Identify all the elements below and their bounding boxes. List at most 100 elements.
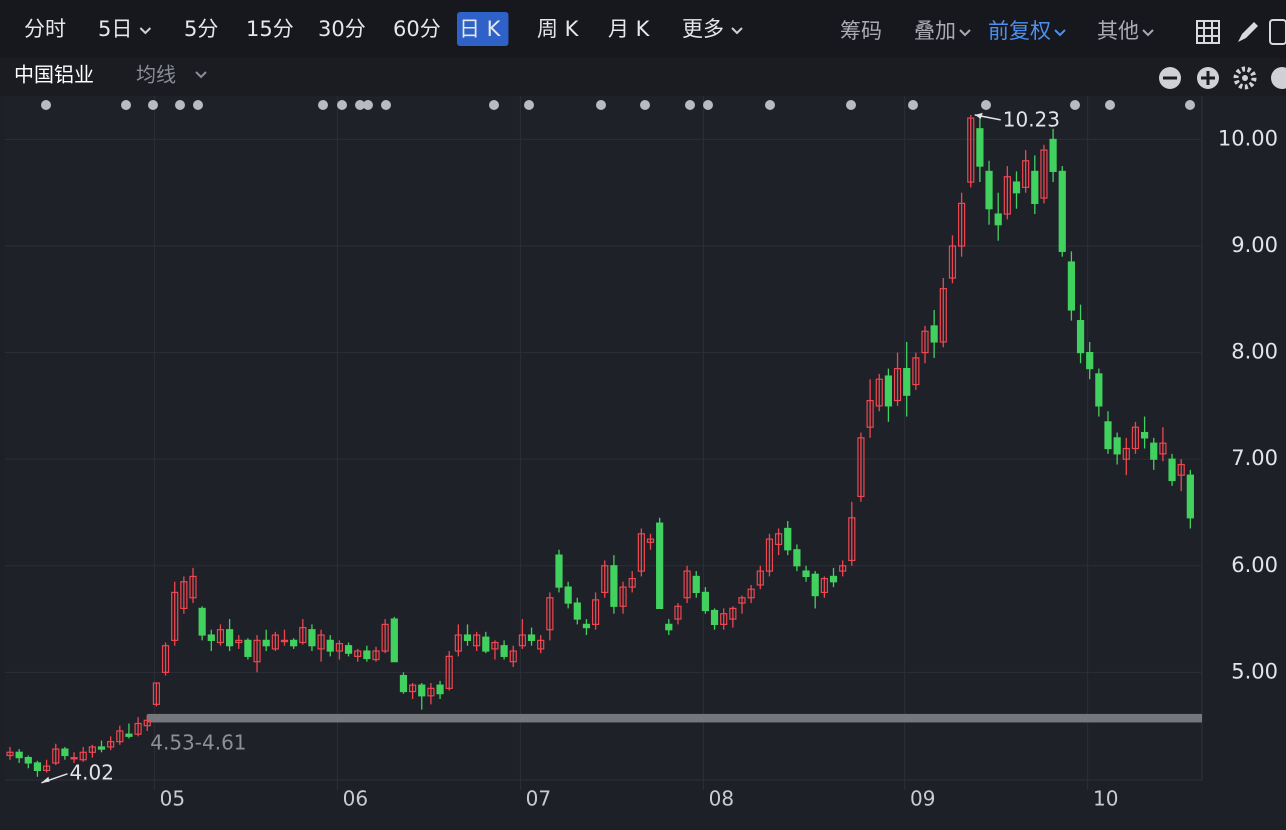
candle-body (1067, 261, 1076, 311)
event-dot[interactable] (981, 100, 991, 110)
candle-body (161, 645, 170, 673)
draw-icon[interactable] (1238, 22, 1258, 42)
close[interactable] (1271, 67, 1286, 89)
event-dot[interactable] (765, 100, 775, 110)
candle-body (1131, 426, 1140, 450)
candle-body (829, 575, 838, 583)
tool-button[interactable]: 筹码 (840, 19, 882, 43)
event-dot[interactable] (703, 100, 713, 110)
candle-body (473, 634, 481, 647)
period-tab[interactable]: 60分 (393, 17, 441, 41)
tool-button[interactable]: 叠加 (914, 19, 956, 43)
chevron (731, 27, 743, 35)
event-dot[interactable] (1105, 100, 1115, 110)
event-dot[interactable] (846, 100, 856, 110)
candle-body (235, 639, 243, 644)
candle-body (518, 634, 527, 647)
event-dot[interactable] (193, 100, 203, 110)
candle-body (500, 645, 508, 657)
candle-body (820, 577, 828, 594)
candle-body (52, 748, 60, 764)
period-tab[interactable]: 5日 (98, 17, 132, 41)
arrow-head (974, 112, 983, 119)
event-dot[interactable] (175, 100, 185, 110)
candle-body (372, 650, 380, 661)
y-tick-label: 5.00 (1231, 659, 1278, 683)
support-band (147, 713, 1202, 723)
side-icon[interactable] (1269, 19, 1286, 45)
chevron (1054, 29, 1066, 37)
chevron (1142, 29, 1154, 37)
event-dot[interactable] (489, 100, 499, 110)
candle-body (811, 573, 819, 597)
event-dot[interactable] (1070, 100, 1080, 110)
candle-body (1086, 352, 1094, 370)
event-dot[interactable] (148, 100, 158, 110)
event-dot[interactable] (1185, 100, 1195, 110)
candle-body (409, 684, 417, 693)
tool-button[interactable]: 其他 (1097, 19, 1139, 43)
period-tab[interactable]: 周 K (537, 17, 580, 41)
event-dot[interactable] (640, 100, 650, 110)
candle-body (903, 367, 911, 396)
event-dot[interactable] (685, 100, 695, 110)
candle-body (683, 570, 691, 599)
plot-area (5, 96, 1202, 780)
candle-body (1159, 442, 1167, 455)
candle-body (985, 170, 993, 210)
event-dot[interactable] (381, 100, 391, 110)
event-dot[interactable] (524, 100, 534, 110)
layout-icon[interactable] (1196, 20, 1220, 44)
candle-body (482, 636, 490, 652)
candle-body (582, 623, 591, 629)
event-dot[interactable] (41, 100, 51, 110)
event-dot[interactable] (121, 100, 131, 110)
candle-body (893, 367, 902, 402)
candle-body (399, 674, 408, 693)
candle-body (948, 245, 957, 279)
candle-body (967, 117, 975, 183)
candle-body (509, 650, 517, 663)
candle-body (171, 591, 179, 641)
indicator[interactable]: 均线 (136, 63, 176, 87)
settings[interactable] (1233, 66, 1257, 90)
candle-body (290, 639, 298, 647)
period-tab[interactable]: 15分 (246, 17, 294, 41)
candle-body (656, 522, 664, 610)
active-tab (457, 12, 509, 46)
x-tick-label: 06 (343, 787, 368, 811)
event-dot[interactable] (337, 100, 347, 110)
event-dot[interactable] (596, 100, 606, 110)
candle-body (15, 751, 23, 759)
candle-body (637, 533, 645, 572)
event-dot[interactable] (908, 100, 918, 110)
tool-button[interactable]: 前复权 (988, 19, 1051, 43)
candle-body (939, 288, 947, 343)
candle-body (6, 751, 14, 757)
period-tab[interactable]: 更多 (682, 17, 724, 41)
icon (1197, 21, 1219, 43)
candle-body (143, 719, 151, 727)
candle-body (1113, 437, 1121, 455)
candle-body (216, 629, 225, 644)
period-tab[interactable]: 5分 (184, 17, 218, 41)
period-tab[interactable]: 30分 (318, 17, 366, 41)
candle-body (299, 626, 307, 644)
period-tab[interactable]: 日 K (459, 17, 502, 41)
period-tab[interactable]: 分时 (24, 17, 66, 41)
candle-body (1031, 170, 1039, 204)
event-dot[interactable] (363, 100, 373, 110)
event-dot[interactable] (318, 100, 328, 110)
candle-body (134, 722, 142, 735)
candle-body (573, 602, 581, 620)
candle-body (839, 565, 847, 572)
candle-body (802, 570, 810, 578)
candle-body (1177, 463, 1185, 476)
toolbar (0, 0, 1286, 58)
candle-body (674, 605, 682, 620)
event-dot[interactable] (355, 100, 365, 110)
period-tab[interactable]: 月 K (608, 17, 651, 41)
candle-body (994, 213, 1002, 226)
x-tick-label: 07 (526, 787, 551, 811)
candle-body (546, 597, 554, 631)
